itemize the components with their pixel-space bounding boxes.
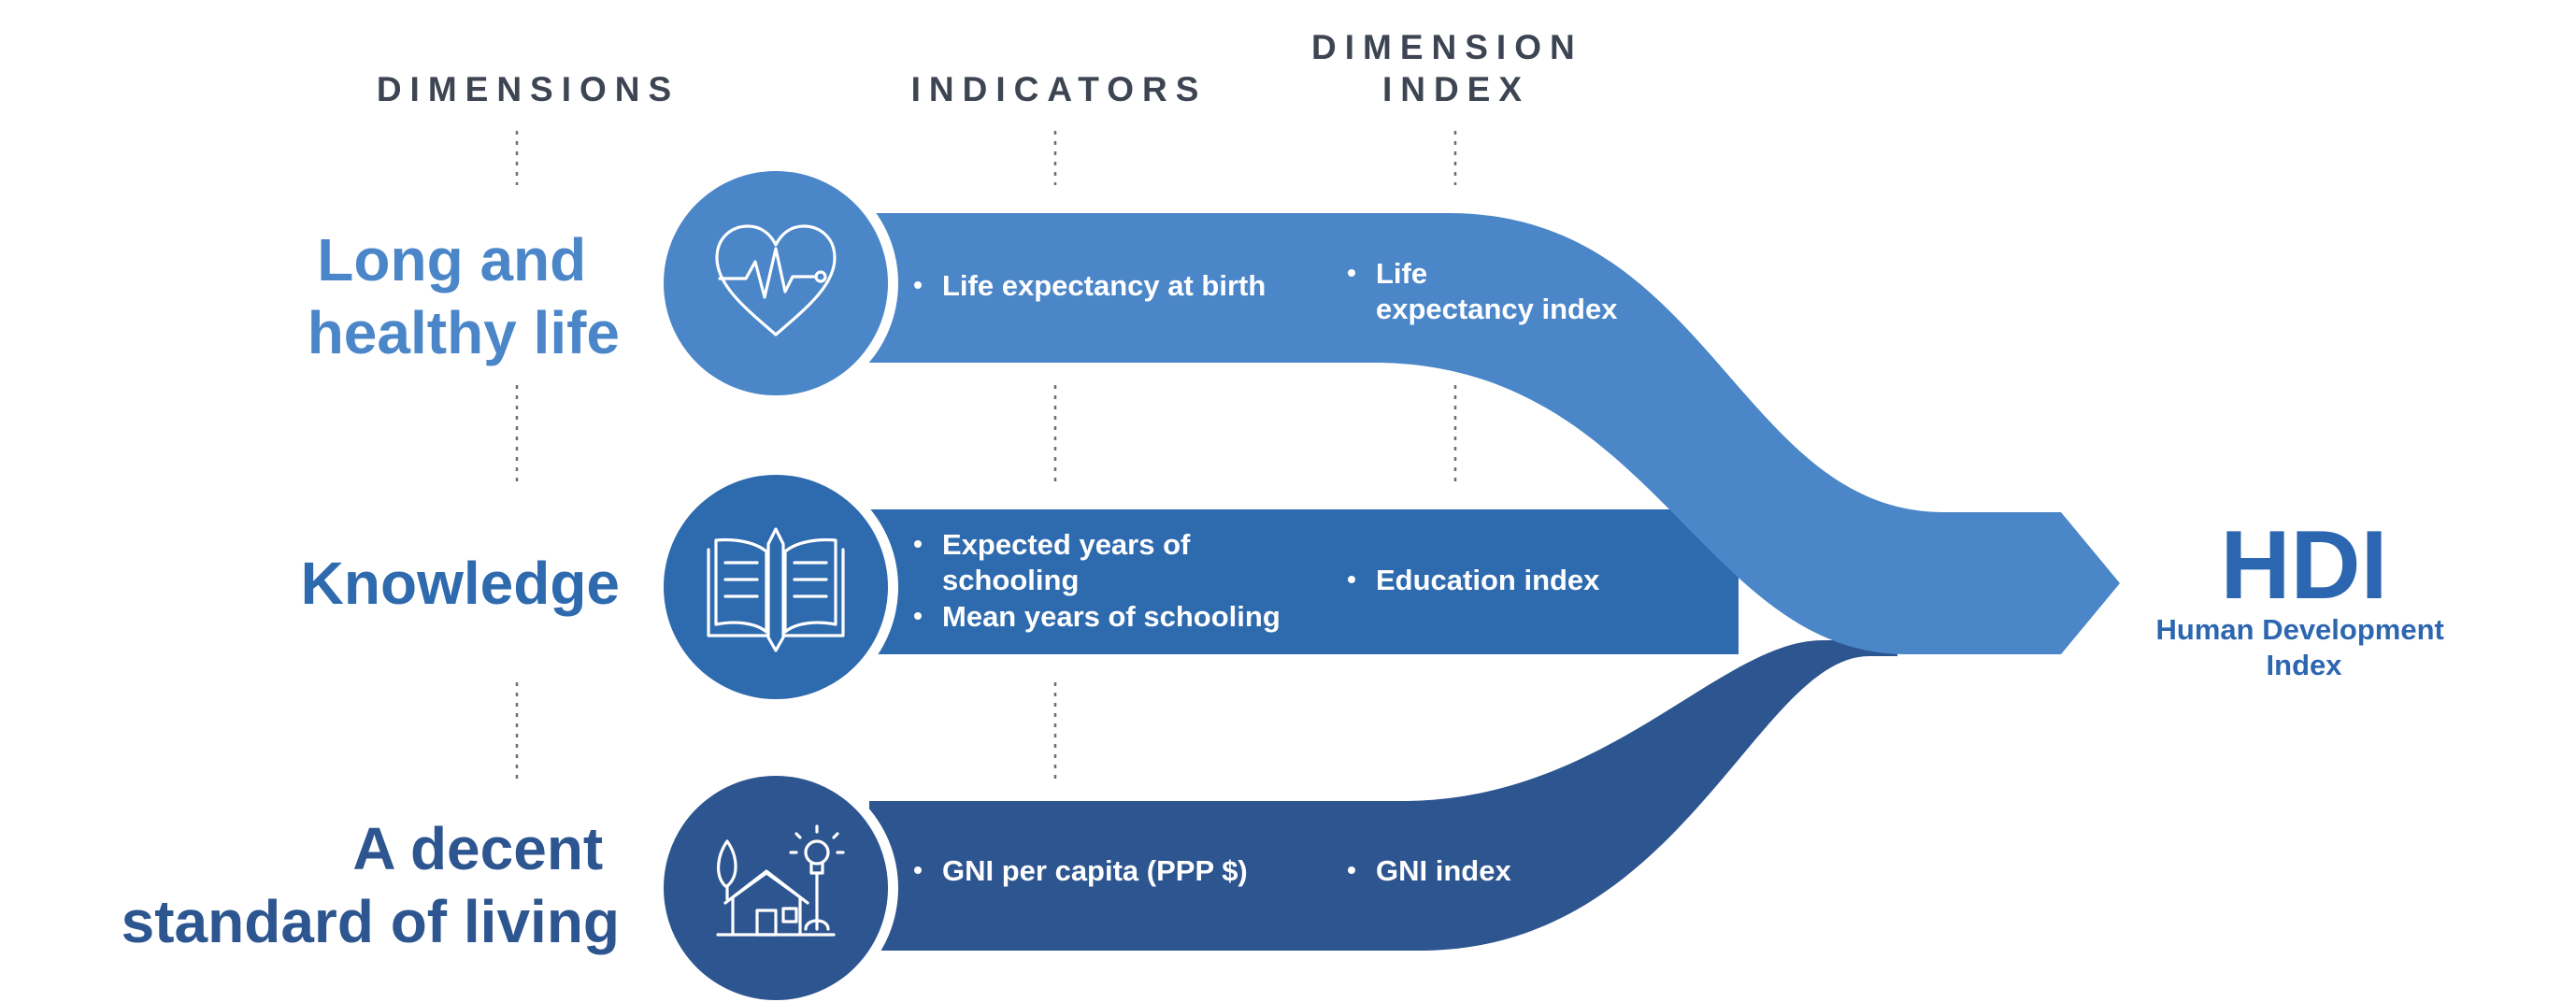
book-pencil-icon (707, 527, 845, 652)
indicator-gni-per-capita: GNI per capita (PPP $) (942, 854, 1248, 887)
hdi-abbreviation: HDI (2220, 511, 2387, 620)
hdi-full-name-line1: Human Development (2156, 613, 2444, 646)
health-flow-band (869, 213, 2120, 654)
index-gni: GNI index (1376, 854, 1511, 887)
header-dimension-index-line2: INDEX (1382, 70, 1530, 108)
knowledge-circle (653, 465, 898, 709)
knowledge-flow-band (869, 509, 1739, 654)
indicators-health: Life expectancy at birth (914, 269, 1266, 302)
indicator-expected-years-line1: Expected years of (942, 528, 1191, 561)
header-dimension-index-line1: DIMENSION (1311, 28, 1583, 66)
index-living: GNI index (1348, 854, 1511, 887)
indicator-expected-years-line2: schooling (942, 564, 1079, 596)
health-circle (653, 161, 898, 406)
header-dimension-index: DIMENSION INDEX (1311, 28, 1601, 108)
dimension-knowledge-line1: Knowledge (301, 550, 620, 617)
index-life-expectancy: Life expectancy index (1376, 257, 1618, 325)
living-circle (653, 766, 898, 1002)
index-health: Life expectancy index (1348, 257, 1618, 325)
index-knowledge: Education index (1348, 564, 1600, 596)
index-life-expectancy-line2: expectancy index (1376, 293, 1618, 325)
dimension-living-line1: A decent (352, 815, 603, 882)
dimension-health-label: Long and healthy life (308, 226, 620, 366)
dimension-living-label: A decent standard of living (122, 815, 620, 955)
index-education: Education index (1376, 564, 1600, 596)
header-indicators: INDICATORS (911, 70, 1208, 108)
indicator-life-expectancy: Life expectancy at birth (942, 269, 1266, 302)
indicator-expected-years: Expected years of schooling (942, 528, 1198, 596)
index-life-expectancy-line1: Life (1376, 257, 1427, 290)
living-flow-band (869, 640, 1897, 951)
house-tree-bulb-icon (716, 824, 845, 937)
hdi-full-name-line2: Index (2267, 649, 2343, 681)
hdi-full-name: Human Development Index (2156, 613, 2453, 681)
dimension-health-line1: Long and (317, 226, 586, 293)
indicators-knowledge: Expected years of schooling Mean years o… (914, 528, 1281, 633)
dimension-knowledge-label: Knowledge (301, 550, 620, 617)
indicator-mean-years: Mean years of schooling (942, 600, 1281, 633)
guide-lines (515, 131, 1457, 783)
dimension-living-line2: standard of living (122, 888, 620, 955)
header-dimensions: DIMENSIONS (377, 70, 680, 108)
dimension-health-line2: healthy life (308, 299, 620, 366)
heart-pulse-icon (715, 224, 837, 336)
indicators-living: GNI per capita (PPP $) (914, 854, 1248, 887)
